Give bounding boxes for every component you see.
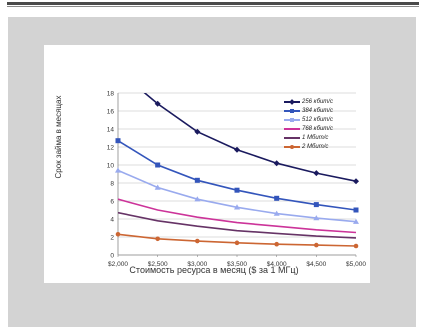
y-tick-label: 14 — [107, 127, 115, 134]
data-point — [194, 196, 201, 202]
series-line-3 — [118, 169, 356, 223]
y-tick-label: 18 — [107, 91, 115, 98]
data-point — [313, 170, 320, 177]
y-tick-label: 8 — [110, 181, 114, 188]
line-chart: 0 2 4 6 8 10 12 14 16 18 $2,000 $2,500 $3,000 $3,500 $… — [107, 91, 367, 269]
data-point — [273, 160, 280, 167]
data-point — [353, 178, 359, 185]
y-tick-label: 16 — [107, 109, 115, 116]
legend-label: 512 кбит/с — [302, 116, 333, 123]
legend-item: 512 кбит/с — [284, 115, 360, 124]
data-point — [115, 167, 121, 173]
series-line-4 — [118, 198, 356, 234]
data-point — [155, 236, 160, 242]
figure-panel: 0 2 4 6 8 10 12 14 16 18 $2,000 $2,500 $3,000 $3,500 $… — [8, 17, 416, 327]
legend-swatch — [284, 134, 300, 142]
x-tick-label: $2,000 — [108, 261, 128, 268]
data-point — [234, 187, 240, 193]
legend-item: 2 Мбит/с — [284, 142, 360, 151]
data-point — [234, 204, 240, 210]
data-point — [155, 162, 161, 168]
x-tick-label: $3,500 — [227, 261, 247, 268]
data-point — [154, 100, 161, 107]
data-point — [273, 210, 280, 216]
legend-label: 256 кбит/с — [302, 98, 333, 105]
y-tick-label: 10 — [107, 163, 115, 170]
data-point — [353, 207, 359, 213]
legend-label: 1 Мбит/с — [302, 134, 329, 141]
data-point — [115, 138, 121, 144]
top-rule-thin — [7, 6, 419, 7]
data-point — [353, 243, 359, 249]
legend-label: 768 кбит/с — [302, 125, 333, 132]
legend-swatch — [284, 143, 300, 151]
data-point — [115, 232, 121, 237]
y-tick-label: 12 — [107, 145, 115, 152]
legend-swatch — [284, 98, 300, 106]
data-point — [195, 238, 200, 244]
data-point — [194, 177, 200, 183]
legend-label: 2 Мбит/с — [302, 143, 329, 150]
data-point — [314, 242, 319, 248]
data-point — [194, 128, 201, 135]
y-axis-label: Срок займа в месяцах — [54, 95, 63, 179]
data-point — [274, 195, 280, 201]
legend-item: 256 кбит/с — [284, 97, 360, 106]
x-tick-label: $3,000 — [187, 261, 207, 268]
chart-legend: 256 кбит/с 384 кбит/с 512 кбит/с 768 кбит/с… — [284, 97, 360, 151]
legend-item: 768 кбит/с — [284, 124, 360, 133]
y-tick-label: 0 — [110, 253, 114, 260]
y-tick-label: 6 — [110, 199, 114, 206]
data-point — [313, 202, 319, 208]
legend-item: 384 кбит/с — [284, 106, 360, 115]
legend-swatch — [284, 116, 300, 124]
series-line-5 — [118, 211, 356, 239]
x-axis-label: Стоимость ресурса в месяц ($ за 1 МГц) — [129, 265, 299, 275]
x-tick-label: $4,500 — [306, 261, 326, 268]
top-rule-thick — [7, 2, 419, 5]
x-tick-label: $5,000 — [346, 261, 366, 268]
x-tick-label: $4,000 — [267, 261, 287, 268]
data-point — [313, 215, 320, 221]
legend-swatch — [284, 125, 300, 133]
data-point — [154, 184, 161, 190]
x-tick-label: $2,500 — [148, 261, 168, 268]
data-point — [234, 146, 240, 153]
data-point — [353, 218, 359, 224]
y-tick-label: 4 — [110, 217, 114, 224]
y-tick-label: 2 — [110, 235, 114, 242]
legend-label: 384 кбит/с — [302, 107, 333, 114]
legend-swatch — [284, 107, 300, 115]
chart-card: 0 2 4 6 8 10 12 14 16 18 $2,000 $2,500 $3,000 $3,500 $… — [44, 45, 370, 283]
legend-item: 1 Мбит/с — [284, 133, 360, 142]
data-point — [234, 240, 240, 246]
data-point — [274, 241, 279, 247]
